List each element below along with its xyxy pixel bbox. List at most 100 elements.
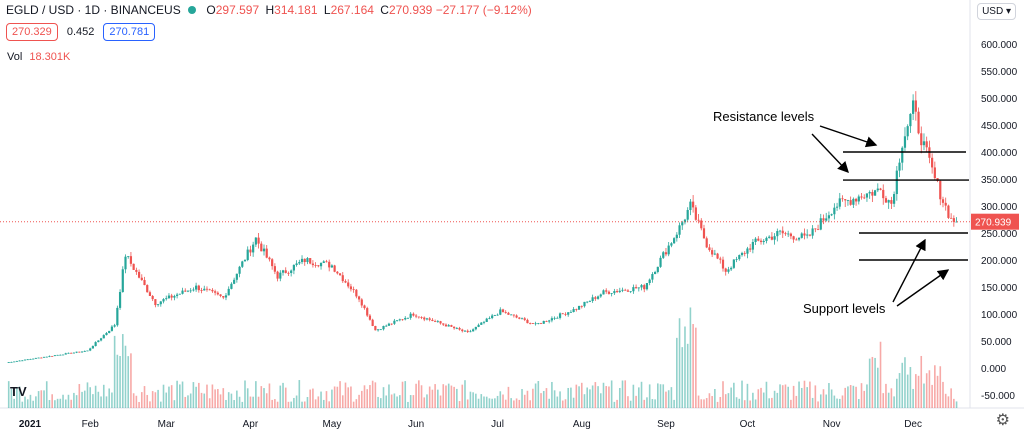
sell-price-button[interactable]: 270.329 (6, 23, 58, 41)
volume-bar (806, 387, 808, 408)
volume-bar (355, 399, 358, 408)
candle-body (893, 194, 896, 204)
volume-bar (293, 397, 295, 408)
candle-body (214, 291, 217, 293)
candle-body (697, 219, 700, 221)
candle-body (159, 301, 162, 305)
candle-body (105, 332, 108, 336)
volume-bar (32, 400, 34, 408)
candle-body (694, 207, 697, 220)
candle-body (254, 237, 257, 245)
candle-body (768, 236, 771, 238)
volume-value: 18.301K (29, 51, 71, 63)
symbol-title[interactable]: EGLD / USD · 1D · BINANCEUS (6, 3, 181, 17)
candle-body (950, 217, 953, 219)
x-tick-label: Mar (158, 419, 176, 430)
candle-body (303, 258, 306, 263)
candle-body (692, 201, 695, 208)
close-label: C (380, 3, 389, 17)
volume-bar (773, 390, 776, 408)
volume-bar (955, 401, 958, 408)
candle-body (48, 355, 51, 357)
candle-body (173, 295, 176, 298)
support-annotation: Support levels (803, 301, 886, 316)
volume-bar (855, 386, 857, 408)
volume-bar (198, 382, 200, 408)
volume-bar (521, 389, 523, 408)
candle-body (811, 228, 814, 236)
last-price-label: 270.939 (975, 218, 1012, 229)
candle-body (724, 268, 727, 272)
candle-body (64, 353, 67, 355)
volume-bar (898, 373, 901, 408)
candle-body (542, 320, 545, 324)
candle-body (246, 249, 249, 260)
volume-bar (21, 401, 24, 408)
volume-bar (526, 390, 529, 408)
candle-body (713, 253, 716, 255)
volume-bar (523, 394, 526, 408)
candle-body (227, 288, 230, 296)
y-tick-label: 150.000 (981, 283, 1018, 294)
candle-body (863, 197, 866, 199)
candle-body (941, 199, 945, 203)
volume-bar (461, 384, 464, 408)
volume-bar (102, 384, 105, 408)
volume-bar (233, 400, 235, 408)
candle-body (40, 357, 43, 359)
volume-bar (890, 388, 893, 408)
volume-bar (301, 401, 303, 408)
volume-bar (303, 401, 306, 408)
candle-body (759, 240, 763, 243)
resistance-arrow (819, 125, 878, 148)
volume-bar (18, 386, 21, 408)
volume-bar (882, 393, 885, 408)
candle-body (751, 241, 754, 250)
y-tick-label: 250.000 (981, 229, 1018, 240)
candle-body (7, 362, 10, 363)
volume-bar (643, 399, 646, 408)
candle-body (51, 355, 54, 357)
candle-body (170, 295, 173, 298)
volume-bar (714, 388, 716, 408)
volume-bar (790, 399, 792, 408)
candle-body (857, 196, 860, 202)
last-price-label-bg (971, 213, 1019, 230)
candle-body (260, 243, 263, 252)
candle-body (757, 238, 760, 241)
volume-bar (222, 388, 225, 408)
volume-bar (561, 400, 564, 408)
candle-body (803, 233, 806, 236)
candle-body (901, 147, 904, 163)
volume-bar (814, 385, 817, 408)
volume-bar (540, 393, 542, 408)
candle-body (654, 271, 657, 275)
volume-bar (912, 388, 914, 408)
support-arrow (896, 269, 950, 307)
volume-bar (426, 394, 428, 408)
candle-body (309, 258, 312, 264)
candle-body (233, 279, 236, 284)
volume-bar (45, 381, 48, 408)
candle-body (678, 225, 681, 235)
volume-label: Vol (7, 51, 23, 63)
buy-price-button[interactable]: 270.781 (103, 23, 156, 41)
candle-body (333, 265, 336, 272)
volume-bar (735, 397, 738, 408)
y-tick-label: 0.000 (981, 364, 1006, 375)
gear-icon[interactable]: ⚙ (995, 412, 1010, 429)
candle-body (192, 289, 195, 291)
candle-body (825, 218, 828, 221)
volume-bar (83, 390, 86, 408)
currency-selector[interactable]: USD ▾ (977, 3, 1016, 20)
volume-bar (556, 396, 559, 408)
candle-body (211, 289, 214, 292)
volume-bar (255, 381, 257, 408)
candle-body (529, 323, 532, 324)
candle-body (29, 359, 32, 360)
volume-bar (483, 396, 485, 408)
tradingview-logo[interactable]: TV (10, 384, 27, 399)
candle-body (933, 167, 936, 179)
